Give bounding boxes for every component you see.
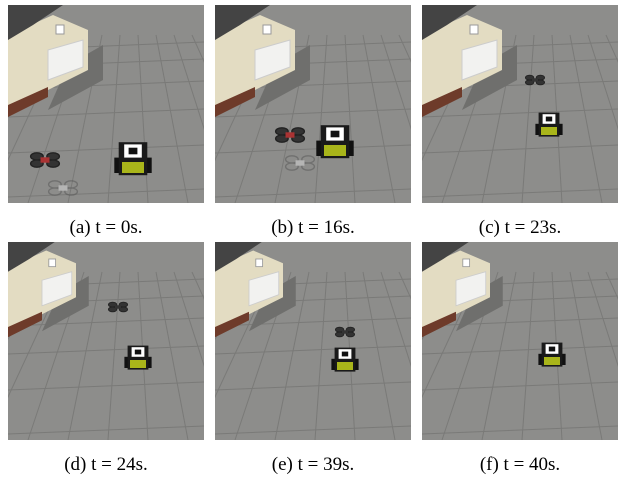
window xyxy=(470,25,478,34)
drone-body xyxy=(342,330,348,334)
marker-inner xyxy=(546,117,552,122)
drone-body xyxy=(532,78,538,82)
figure: (a) t = 0s. (b) t = 16s. (c) t = 23s. (d) t… xyxy=(0,0,623,482)
robot xyxy=(124,346,151,370)
robot-front xyxy=(324,145,346,156)
robot xyxy=(114,142,151,175)
robot-front xyxy=(544,357,560,365)
marker-inner xyxy=(342,352,348,357)
caption: (c) t = 23s. xyxy=(479,217,561,238)
window xyxy=(56,25,64,34)
robot-front xyxy=(122,162,144,173)
drone-body xyxy=(115,305,121,309)
marker-inner xyxy=(331,131,340,138)
caption: (e) t = 39s. xyxy=(272,454,354,475)
marker-inner xyxy=(135,350,141,355)
robot xyxy=(316,125,353,158)
drone-body xyxy=(59,185,68,190)
drone-body xyxy=(286,132,295,137)
marker-inner xyxy=(549,347,555,352)
window xyxy=(263,25,271,34)
robot xyxy=(331,348,358,372)
caption: (d) t = 24s. xyxy=(64,454,148,475)
robot-front xyxy=(541,127,557,135)
marker-inner xyxy=(129,148,138,155)
robot xyxy=(535,113,562,137)
caption: (f) t = 40s. xyxy=(480,454,560,475)
window xyxy=(49,259,56,267)
robot-front xyxy=(130,360,146,368)
drone-body xyxy=(296,160,305,165)
robot-front xyxy=(337,362,353,370)
window xyxy=(256,259,263,267)
window xyxy=(463,259,470,267)
drone-body xyxy=(41,157,50,162)
robot xyxy=(538,343,565,367)
caption: (b) t = 16s. xyxy=(271,217,355,238)
caption: (a) t = 0s. xyxy=(70,217,143,238)
